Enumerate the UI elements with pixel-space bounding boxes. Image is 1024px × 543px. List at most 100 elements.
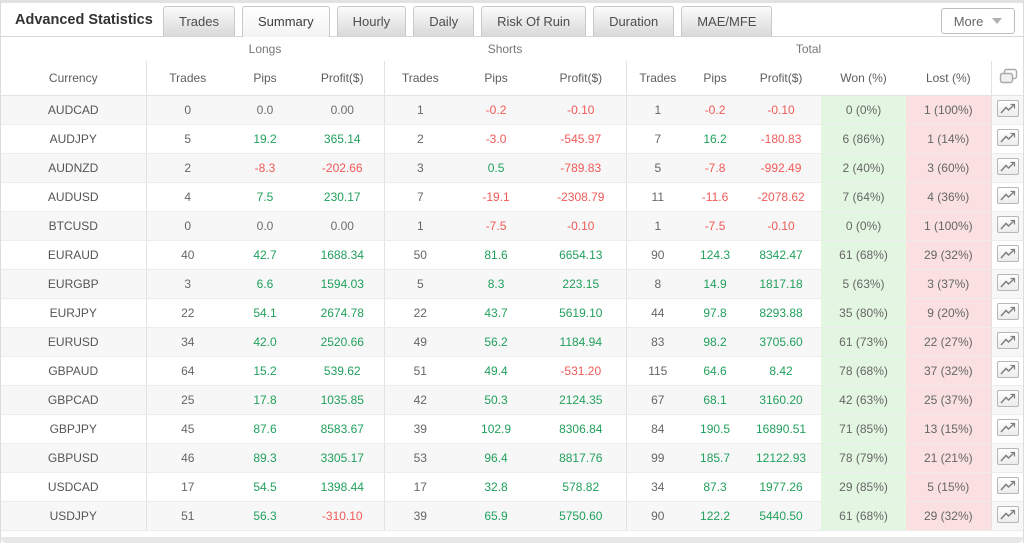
table-row: GBPCAD 25 17.8 1035.85 42 50.3 2124.35 6… [1, 385, 1023, 415]
tab-risk-of-ruin[interactable]: Risk Of Ruin [481, 6, 587, 36]
table-row: GBPAUD 64 15.2 539.62 51 49.4 -531.20 11… [1, 356, 1023, 386]
lost-cell: 29 (32%) [906, 501, 992, 531]
tab-daily[interactable]: Daily [413, 6, 475, 36]
table-row: AUDJPY 5 19.2 365.14 2 -3.0 -545.97 7 16… [1, 124, 1023, 154]
chart-line-icon[interactable] [997, 100, 1020, 117]
total-pips-cell: 122.2 [689, 501, 742, 531]
total-profit-cell: -180.83 [741, 124, 822, 154]
chart-line-icon[interactable] [997, 361, 1020, 378]
chart-line-icon[interactable] [997, 303, 1020, 320]
shorts-pips-cell: -7.5 [456, 211, 537, 241]
chart-line-icon[interactable] [997, 187, 1020, 204]
longs-trades-cell: 5 [145, 124, 229, 154]
chart-cell [990, 472, 1023, 502]
won-cell: 61 (68%) [821, 501, 907, 531]
longs-trades-cell: 0 [145, 211, 229, 241]
table-row: AUDCAD 0 0.0 0.00 1 -0.2 -0.10 1 -0.2 -0… [1, 95, 1023, 125]
chart-line-icon[interactable] [997, 216, 1020, 233]
shorts-profit-cell: -531.20 [536, 356, 627, 386]
lost-cell: 21 (21%) [906, 443, 992, 473]
chart-line-icon[interactable] [997, 332, 1020, 349]
total-pips-cell: -11.6 [689, 182, 742, 212]
shorts-pips-cell: 49.4 [456, 356, 537, 386]
tab-summary[interactable]: Summary [241, 6, 330, 37]
total-profit-cell: -0.10 [741, 211, 822, 241]
tab-hourly[interactable]: Hourly [336, 6, 407, 36]
tab-duration[interactable]: Duration [593, 6, 675, 36]
longs-trades-cell: 0 [145, 95, 229, 125]
currency-cell: AUDCAD [1, 95, 146, 125]
lost-cell: 9 (20%) [906, 298, 992, 328]
longs-profit-cell: 1594.03 [301, 269, 385, 299]
won-cell: 35 (80%) [821, 298, 907, 328]
longs-profit-cell: 230.17 [301, 182, 385, 212]
chart-line-icon[interactable] [997, 274, 1020, 291]
won-cell: 71 (85%) [821, 414, 907, 444]
total-trades-cell: 11 [625, 182, 690, 212]
shorts-pips-cell: 81.6 [456, 240, 537, 270]
tab-mae-mfe[interactable]: MAE/MFE [681, 6, 773, 36]
currency-stats-table: Longs Shorts Total Currency Trades Pips … [1, 37, 1023, 531]
group-spacer [991, 37, 1023, 61]
longs-profit-cell: 539.62 [301, 356, 385, 386]
shorts-trades-cell: 50 [383, 240, 457, 270]
shorts-trades-cell: 39 [383, 414, 457, 444]
total-pips-cell: 68.1 [689, 385, 742, 415]
shorts-trades-cell: 7 [383, 182, 457, 212]
won-cell: 78 (68%) [821, 356, 907, 386]
currency-cell: USDJPY [1, 501, 146, 531]
won-cell: 5 (63%) [821, 269, 907, 299]
longs-pips-cell: 42.0 [229, 327, 301, 357]
table-row: BTCUSD 0 0.0 0.00 1 -7.5 -0.10 1 -7.5 -0… [1, 211, 1023, 241]
longs-pips-cell: 56.3 [229, 501, 301, 531]
more-button-label: More [953, 13, 984, 29]
currency-cell: AUDUSD [1, 182, 146, 212]
shorts-profit-cell: 2124.35 [536, 385, 627, 415]
tab-trades[interactable]: Trades [163, 6, 235, 36]
chart-line-icon[interactable] [997, 477, 1020, 494]
triangle-down-icon [992, 18, 1003, 24]
longs-pips-cell: 87.6 [229, 414, 301, 444]
chart-line-icon[interactable] [997, 448, 1020, 465]
chart-line-icon[interactable] [997, 419, 1020, 436]
lost-cell: 22 (27%) [906, 327, 992, 357]
longs-trades-cell: 2 [145, 153, 229, 183]
total-trades-cell: 7 [625, 124, 690, 154]
total-trades-cell: 67 [625, 385, 690, 415]
total-trades-cell: 34 [625, 472, 690, 502]
more-button[interactable]: More [941, 8, 1015, 34]
table-row: EURAUD 40 42.7 1688.34 50 81.6 6654.13 9… [1, 240, 1023, 270]
shorts-pips-cell: 8.3 [456, 269, 537, 299]
currency-cell: GBPJPY [1, 414, 146, 444]
total-profit-cell: 1977.26 [741, 472, 822, 502]
total-trades-cell: 8 [625, 269, 690, 299]
chart-line-icon[interactable] [997, 506, 1020, 523]
print-icon[interactable] [999, 68, 1018, 85]
total-pips-cell: 190.5 [689, 414, 742, 444]
total-profit-cell: 3160.20 [741, 385, 822, 415]
chart-cell [990, 443, 1023, 473]
shorts-trades-cell: 1 [383, 95, 457, 125]
longs-profit-cell: 3305.17 [301, 443, 385, 473]
longs-profit-cell: 0.00 [301, 211, 385, 241]
print-column-header [990, 61, 1023, 96]
chart-line-icon[interactable] [997, 390, 1020, 407]
longs-trades-cell: 45 [145, 414, 229, 444]
total-pips-cell: -7.5 [689, 211, 742, 241]
shorts-trades-cell: 53 [383, 443, 457, 473]
currency-cell: USDCAD [1, 472, 146, 502]
chart-line-icon[interactable] [997, 129, 1020, 146]
col-header-total-pips: Pips [689, 61, 742, 96]
shorts-trades-cell: 51 [383, 356, 457, 386]
total-profit-cell: 3705.60 [741, 327, 822, 357]
shorts-trades-cell: 39 [383, 501, 457, 531]
longs-trades-cell: 22 [145, 298, 229, 328]
chart-line-icon[interactable] [997, 158, 1020, 175]
currency-cell: AUDNZD [1, 153, 146, 183]
group-header-longs: Longs [146, 37, 385, 61]
longs-profit-cell: 0.00 [301, 95, 385, 125]
chart-line-icon[interactable] [997, 245, 1020, 262]
longs-pips-cell: 42.7 [229, 240, 301, 270]
shorts-pips-cell: -0.2 [456, 95, 537, 125]
currency-cell: BTCUSD [1, 211, 146, 241]
